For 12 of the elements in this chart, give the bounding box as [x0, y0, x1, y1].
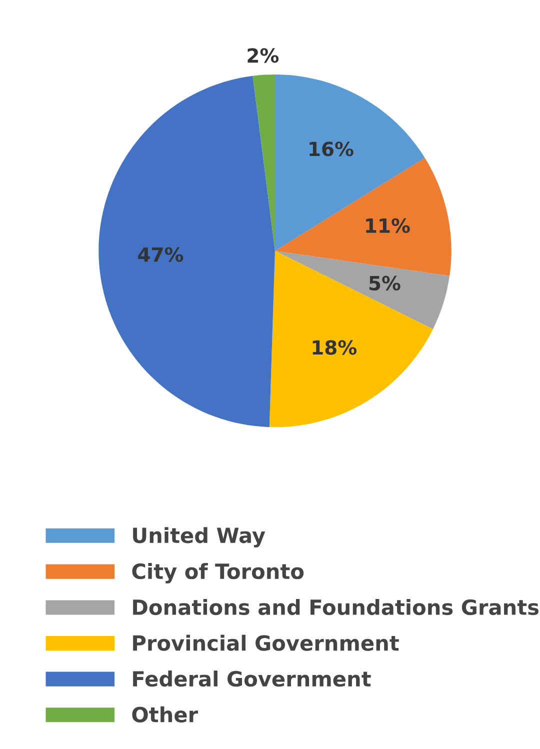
data-label: 11% — [366, 218, 410, 233]
legend-label: United Way — [133, 527, 266, 548]
legend-label: Provincial Government — [133, 634, 399, 651]
data-label: 2% — [248, 48, 279, 63]
data-label: 47% — [138, 247, 184, 262]
legend-label: Donations and Foundations Grants — [133, 598, 538, 616]
data-label: 5% — [369, 276, 400, 290]
legend-label: Other — [132, 706, 198, 722]
legend-label: Federal Government — [133, 670, 371, 687]
legend-label: City of Toronto — [132, 563, 304, 584]
data-label: 18% — [312, 340, 357, 355]
data-label: 16% — [310, 142, 354, 156]
